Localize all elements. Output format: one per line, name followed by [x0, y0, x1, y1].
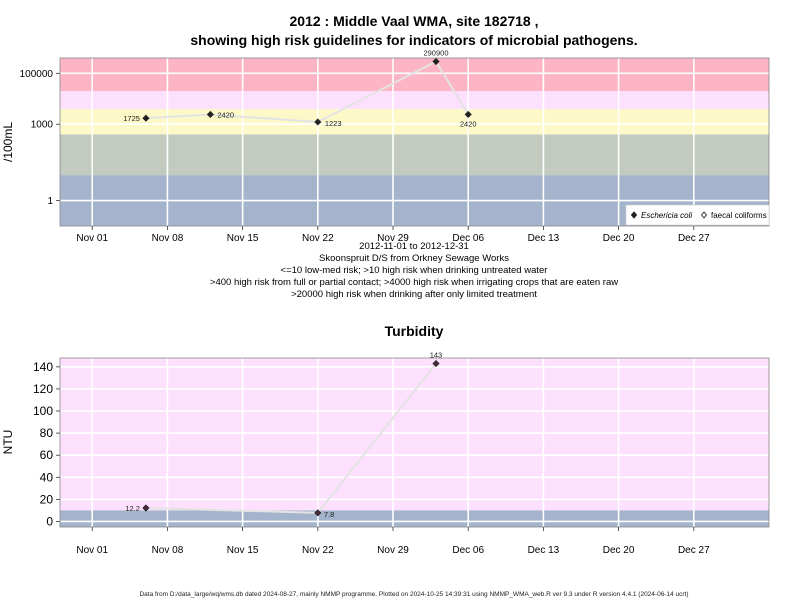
legend-faecal-marker	[700, 211, 708, 219]
chart2-y-axis: 0 20 40 60 80 100 120 140	[33, 360, 60, 528]
chart1-y-tick-label: 100000	[20, 69, 54, 80]
chart2-y-tick-label: 100	[33, 404, 53, 418]
chart1-x-tick-label: Dec 20	[603, 233, 635, 244]
caption-guideline-1: <=10 low-med risk; >10 high risk when dr…	[281, 265, 548, 276]
chart2-y-tick-label: 80	[40, 426, 54, 440]
ecoli-point	[142, 114, 150, 122]
legend-faecal-label: faecal coliforms	[711, 211, 767, 220]
ecoli-point	[464, 110, 472, 119]
chart1-x-tick-label: Nov 08	[152, 233, 184, 244]
turbidity-data-label: 12.2	[125, 504, 140, 513]
ecoli-point	[206, 110, 214, 119]
chart2-x-tick-label: Nov 08	[152, 545, 184, 556]
risk-band-1	[60, 134, 769, 176]
ecoli-data-label: 2420	[217, 110, 234, 119]
turbidity-bands	[60, 358, 769, 527]
risk-band-4	[60, 58, 769, 92]
turbidity-point	[142, 504, 150, 512]
chart2-x-axis: Nov 01 Nov 08 Nov 15 Nov 22 Nov 29 Dec 06 Dec …	[76, 527, 710, 556]
legend-box	[625, 204, 770, 226]
chart2-x-tick-label: Dec 06	[452, 545, 484, 556]
ecoli-point	[432, 57, 440, 66]
legend-ecoli-marker	[630, 211, 638, 219]
turbidity-point	[432, 359, 440, 368]
chart2-x-tick-label: Dec 27	[678, 545, 710, 556]
chart1-x-tick-label: Dec 06	[452, 233, 484, 244]
chart2-title: Turbidity	[385, 323, 444, 339]
chart2-y-tick-label: 20	[40, 492, 54, 506]
chart1-y-tick-label: 1000	[31, 120, 54, 131]
chart1-x-tick-label: Dec 27	[678, 233, 710, 244]
chart2-x-tick-label: Nov 22	[302, 545, 334, 556]
caption-date-range: 2012-11-01 to 2012-12-31	[359, 241, 469, 252]
turbidity-background	[60, 358, 769, 527]
chart1-title-line2: showing high risk guidelines for indicat…	[190, 32, 637, 48]
chart1-x-axis: Nov 01 Nov 08 Nov 15 Nov 22 Nov 29 Dec 06 Dec …	[76, 226, 710, 244]
chart2-y-tick-label: 0	[46, 514, 53, 528]
chart1-y-axis-label: /100mL	[1, 122, 15, 162]
chart1-y-tick-label: 1	[47, 196, 53, 207]
turbidity-data-label: 143	[430, 351, 443, 360]
ecoli-data-label: 1725	[123, 114, 140, 123]
chart1-series: 1725 2420 1223 290900 2420	[123, 49, 476, 129]
chart2-y-tick-label: 40	[40, 470, 54, 484]
ecoli-data-label: 1223	[325, 119, 342, 128]
chart2-y-tick-label: 140	[33, 360, 53, 374]
chart2-x-tick-label: Nov 15	[227, 545, 259, 556]
chart2-y-tick-label: 120	[33, 382, 53, 396]
turbidity-point	[314, 509, 322, 517]
chart1-title-line1: 2012 : Middle Vaal WMA, site 182718 ,	[290, 13, 539, 29]
chart1-plot-frame	[59, 57, 770, 227]
chart2-x-tick-label: Dec 20	[603, 545, 635, 556]
chart1-x-tick-label: Nov 22	[302, 233, 334, 244]
chart1-x-tick-label: Nov 29	[377, 233, 409, 244]
ecoli-data-label: 290900	[423, 49, 448, 58]
caption-guideline-2: >400 high risk from full or partial cont…	[210, 277, 618, 288]
chart2-x-tick-label: Dec 13	[528, 545, 560, 556]
chart2-plot-frame	[59, 357, 770, 528]
chart2-y-axis-label: NTU	[1, 430, 15, 455]
turbidity-low-band	[60, 510, 769, 527]
turbidity-data-label: 7.8	[324, 510, 334, 519]
risk-band-3	[60, 91, 769, 109]
chart1-x-tick-label: Dec 13	[528, 233, 560, 244]
footer-note: Data from D:/data_large/wq/wms.db dated …	[139, 591, 688, 598]
chart1-grid	[60, 58, 769, 226]
chart2-series: 12.2 7.8 143	[125, 351, 442, 519]
ecoli-data-label: 2420	[460, 119, 477, 128]
chart1-x-tick-label: Nov 15	[227, 233, 259, 244]
microbial-chart: 2012 : Middle Vaal WMA, site 182718 , sh…	[1, 13, 770, 300]
chart1-caption: 2012-11-01 to 2012-12-31 Skoonspruit D/S…	[210, 241, 618, 300]
chart1-y-axis: 1 1000 100000	[20, 69, 60, 207]
caption-guideline-3: >20000 high risk when drinking after onl…	[291, 289, 537, 300]
legend-ecoli-label: Eschericia coli	[641, 211, 692, 220]
chart2-x-tick-label: Nov 29	[377, 545, 409, 556]
chart2-y-tick-label: 60	[40, 448, 54, 462]
chart1-x-tick-label: Nov 01	[76, 233, 108, 244]
chart2-x-tick-label: Nov 01	[76, 545, 108, 556]
ecoli-point	[314, 118, 322, 126]
caption-site: Skoonspruit D/S from Orkney Sewage Works	[319, 253, 509, 264]
risk-band-2	[60, 108, 769, 135]
chart2-grid	[60, 358, 769, 527]
risk-bands	[60, 58, 769, 226]
chart1-legend: Eschericia coli faecal coliforms	[625, 204, 770, 226]
